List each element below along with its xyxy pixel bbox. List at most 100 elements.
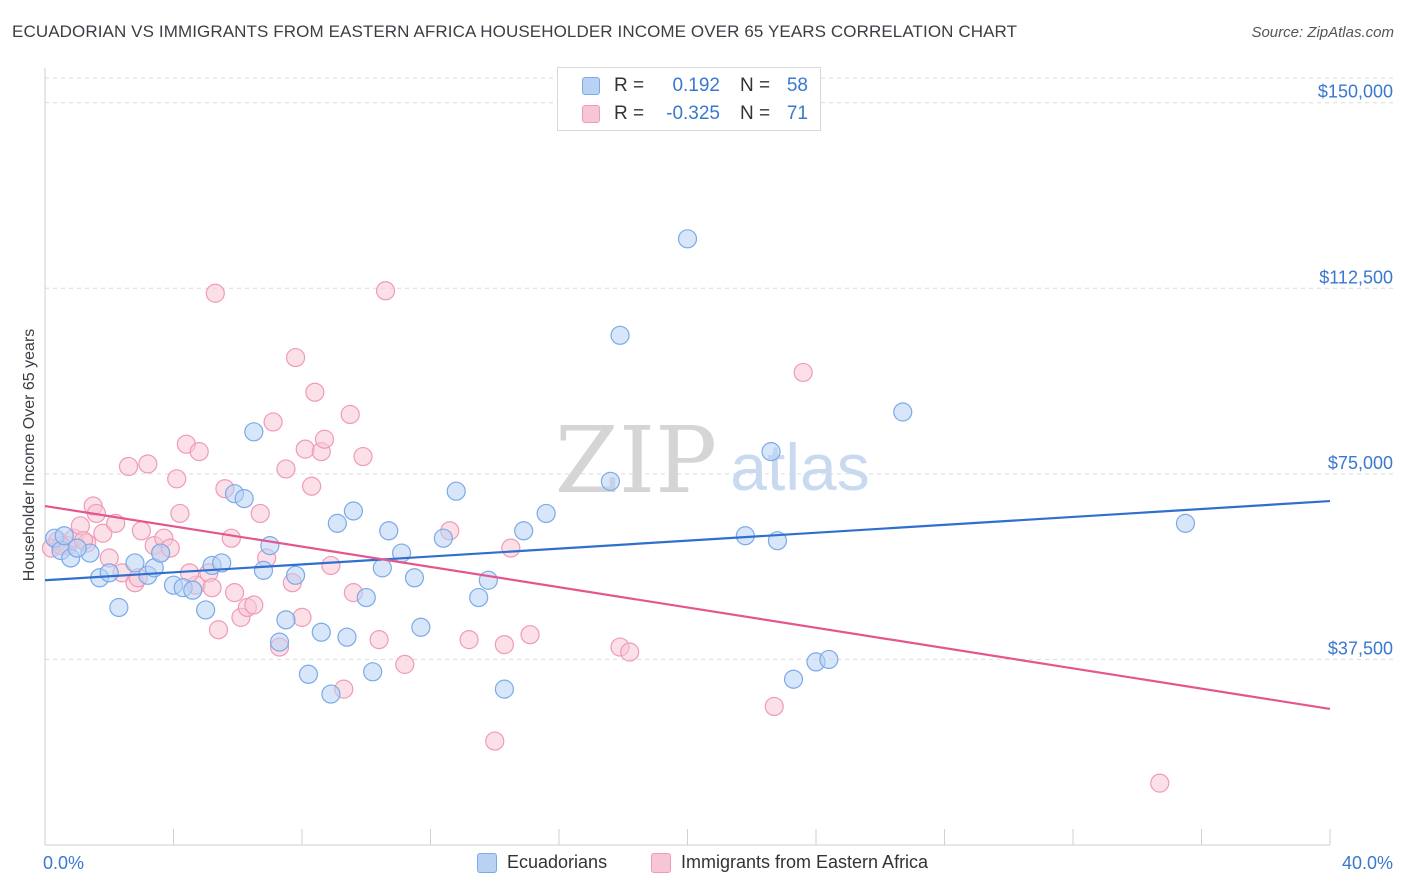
data-point: [600, 471, 621, 491]
data-point: [610, 325, 630, 345]
data-point: [118, 456, 139, 477]
legend-item-ecuadorians[interactable]: Ecuadorians: [477, 852, 607, 873]
watermark-atlas: atlas: [730, 430, 869, 504]
data-point: [285, 347, 306, 368]
data-point: [276, 610, 296, 630]
y-tick-label: $37,500: [1328, 638, 1393, 658]
watermark-zip: ZIP: [555, 407, 717, 514]
data-point: [1175, 513, 1196, 533]
legend-swatch-ecuadorians: [477, 852, 497, 873]
n-label: N =: [740, 75, 771, 96]
watermark: ZIP atlas: [555, 407, 870, 514]
data-point: [353, 446, 373, 467]
trend-lines: [44, 499, 1331, 711]
data-point: [411, 617, 431, 637]
data-point: [340, 404, 360, 425]
r-label: R =: [614, 75, 645, 96]
r-value: -0.325: [666, 103, 720, 124]
data-point: [253, 560, 274, 580]
data-point: [404, 568, 425, 588]
data-point: [375, 281, 396, 301]
data-point: [131, 521, 151, 541]
data-point: [337, 627, 357, 647]
data-point: [189, 442, 209, 462]
data-point: [514, 521, 534, 541]
legend-label-immigrants: Immigrants from Eastern Africa: [681, 852, 929, 872]
y-tick-label: $75,000: [1328, 453, 1393, 473]
y-tick-label: $112,500: [1319, 267, 1393, 287]
n-label: N =: [740, 103, 771, 124]
data-point: [302, 476, 322, 496]
data-point: [196, 600, 216, 620]
data-point: [395, 654, 415, 674]
data-point: [372, 558, 392, 578]
data-point: [263, 412, 283, 432]
trend-line: [44, 504, 1331, 711]
x-tick-label: 40.0%: [1342, 853, 1393, 873]
data-point: [620, 642, 640, 662]
data-point: [151, 543, 171, 563]
data-point: [244, 595, 264, 615]
correlation-legend: R = 0.192 N = 58 R = -0.325 N = 71: [557, 67, 821, 131]
legend-swatch-immigrants: [582, 105, 600, 123]
data-point: [893, 402, 913, 422]
data-point: [99, 563, 119, 583]
data-point: [433, 528, 453, 548]
series-immigrants-eastern-africa: [41, 281, 1170, 793]
data-point: [314, 429, 335, 449]
legend-item-immigrants[interactable]: Immigrants from Eastern Africa: [651, 852, 928, 873]
data-point: [764, 696, 784, 717]
data-point: [298, 664, 319, 684]
data-point: [260, 536, 280, 556]
data-point: [1150, 773, 1170, 793]
legend-swatch-immigrants: [651, 852, 671, 873]
source-credit: Source: ZipAtlas.com: [1251, 24, 1394, 41]
data-point: [109, 597, 129, 618]
data-point: [494, 679, 514, 699]
data-point: [501, 538, 521, 558]
data-point: [520, 625, 540, 645]
data-point: [295, 439, 315, 459]
data-point: [343, 501, 363, 521]
trend-line: [44, 499, 1331, 582]
axes: [44, 68, 1331, 846]
data-point: [167, 469, 187, 489]
data-point: [369, 630, 389, 650]
data-point: [469, 587, 489, 608]
data-point: [783, 669, 804, 689]
r-value: 0.192: [672, 75, 720, 96]
data-point: [819, 649, 839, 670]
data-point: [250, 503, 270, 524]
data-point: [494, 634, 514, 655]
data-point: [202, 578, 222, 598]
data-point: [234, 489, 254, 509]
x-tick-label: 0.0%: [43, 853, 84, 873]
legend-swatch-ecuadorians: [582, 77, 600, 95]
data-point: [305, 382, 325, 402]
data-point: [379, 521, 399, 541]
data-point: [67, 538, 87, 558]
data-point: [170, 503, 190, 524]
data-point: [221, 528, 241, 548]
y-tick-label: $150,000: [1318, 82, 1393, 102]
legend-row-ecuadorians: R = 0.192 N = 58: [582, 74, 808, 98]
data-point: [311, 622, 331, 642]
data-point: [276, 459, 296, 479]
data-point: [285, 565, 306, 585]
data-point: [321, 555, 341, 576]
data-point: [536, 503, 556, 524]
data-point: [244, 422, 264, 442]
data-point: [212, 553, 232, 573]
data-point: [93, 523, 113, 543]
data-point: [138, 454, 158, 474]
data-point: [125, 553, 145, 573]
grid-lines: [45, 77, 1395, 660]
data-point: [269, 632, 290, 652]
data-point: [205, 283, 225, 303]
data-point: [446, 481, 466, 501]
legend-label-ecuadorians: Ecuadorians: [507, 852, 608, 872]
n-value: 71: [786, 103, 808, 124]
series-legend: Ecuadorians Immigrants from Eastern Afri…: [0, 852, 1406, 878]
data-point: [224, 583, 245, 603]
